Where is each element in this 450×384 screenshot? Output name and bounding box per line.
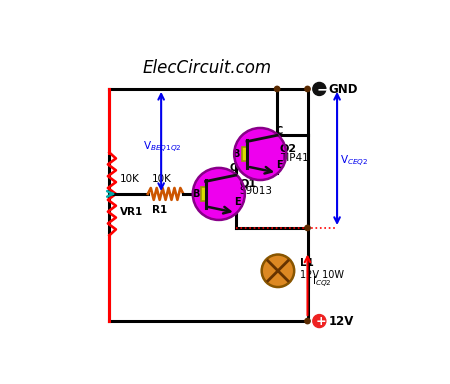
Circle shape [274, 86, 280, 92]
Text: VR1: VR1 [120, 207, 143, 217]
Text: V$_{CEQ2}$: V$_{CEQ2}$ [340, 154, 369, 169]
Text: 10K: 10K [120, 174, 140, 184]
Text: ElecCircuit.com: ElecCircuit.com [142, 60, 271, 78]
Circle shape [193, 168, 245, 220]
Text: +: + [316, 315, 326, 328]
Text: V$_{BEQ1Q2}$: V$_{BEQ1Q2}$ [144, 140, 182, 155]
Circle shape [313, 83, 326, 96]
Text: I$_{CQ2}$: I$_{CQ2}$ [312, 275, 332, 290]
Text: E: E [276, 160, 282, 170]
Circle shape [305, 318, 310, 324]
Circle shape [261, 255, 294, 287]
Text: B: B [233, 149, 240, 159]
Bar [201, 187, 206, 200]
Circle shape [234, 128, 286, 180]
Text: −: − [316, 83, 328, 96]
Text: E: E [234, 197, 241, 207]
Circle shape [313, 314, 326, 328]
Text: Q2: Q2 [280, 143, 297, 153]
Text: R1: R1 [152, 205, 167, 215]
Text: C: C [230, 163, 237, 173]
Text: 10K: 10K [152, 174, 172, 184]
Circle shape [305, 225, 310, 230]
Text: 12V 10W: 12V 10W [300, 270, 344, 280]
Text: L1: L1 [300, 258, 314, 268]
Circle shape [305, 86, 310, 92]
Text: GND: GND [329, 83, 358, 96]
Text: 12V: 12V [329, 314, 354, 328]
Text: B: B [192, 189, 199, 199]
Text: S9013: S9013 [239, 186, 273, 196]
Text: TIP41: TIP41 [280, 152, 308, 162]
Bar [242, 147, 247, 161]
Text: Q1: Q1 [239, 178, 257, 188]
Text: C: C [276, 126, 283, 136]
